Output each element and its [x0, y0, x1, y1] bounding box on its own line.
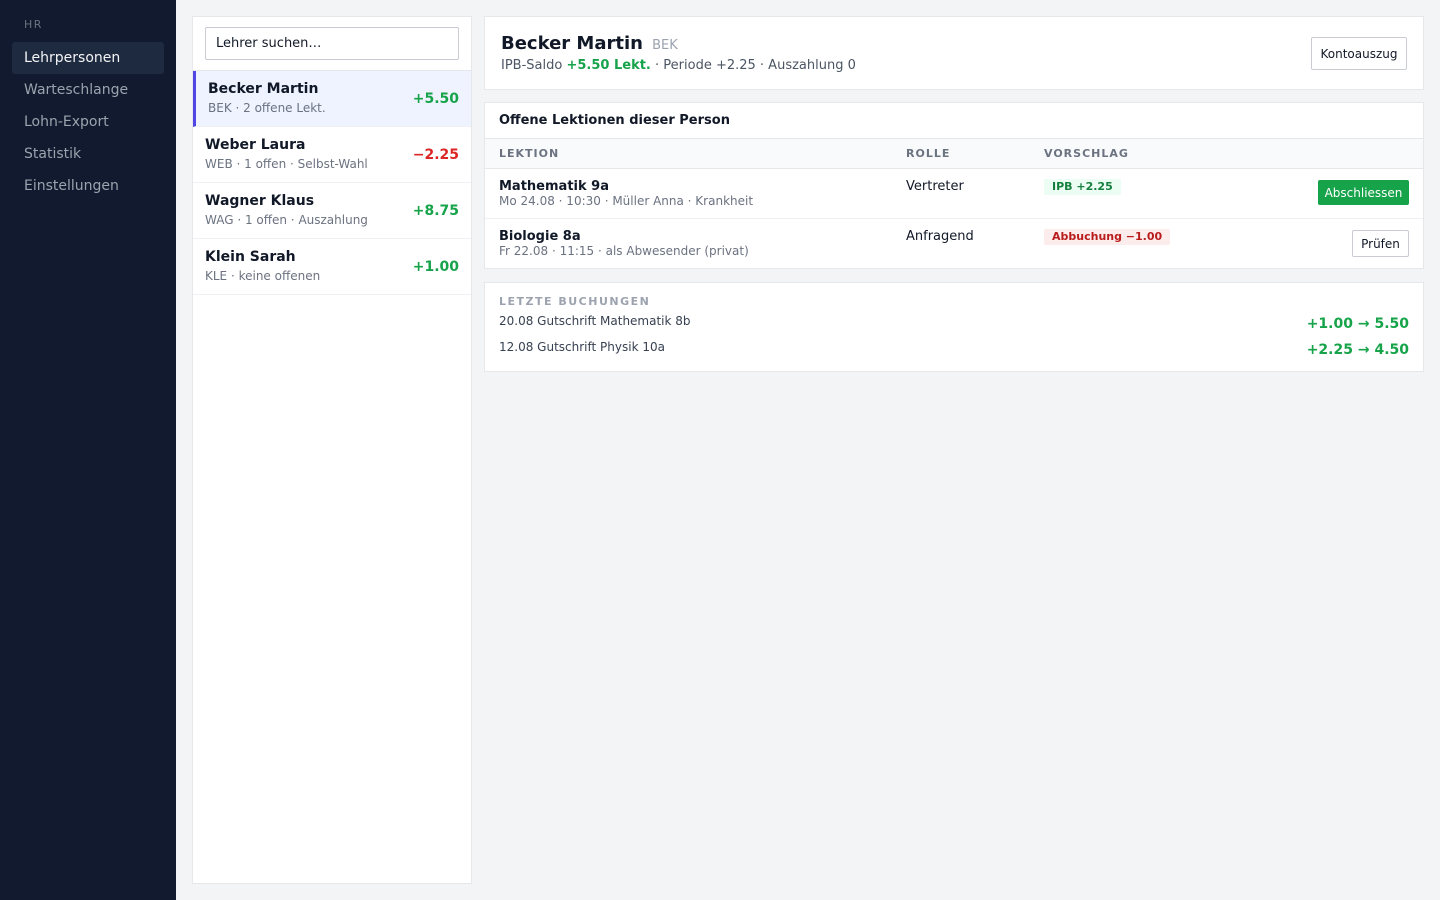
- teacher-list-item-weber[interactable]: Weber Laura WEB · 1 offen · Selbst-Wahl …: [193, 127, 471, 183]
- teacher-meta: WAG · 1 offen · Auszahlung: [205, 213, 368, 227]
- saldo-label: IPB-Saldo: [501, 58, 563, 73]
- booking-description: 20.08 Gutschrift Mathematik 8b: [499, 314, 691, 328]
- open-lessons-title: Offene Lektionen dieser Person: [485, 103, 1423, 139]
- teacher-balance: +1.00: [412, 259, 459, 275]
- saldo-summary: IPB-Saldo +5.50 Lekt. · Periode +2.25 · …: [501, 58, 1407, 73]
- lesson-role: Anfragend: [906, 229, 974, 244]
- abschliessen-button[interactable]: Abschliessen: [1318, 180, 1409, 205]
- sidebar-item-statistik[interactable]: Statistik: [24, 146, 82, 162]
- search-input[interactable]: [205, 27, 459, 60]
- teacher-balance: +8.75: [412, 203, 459, 219]
- table-header: LEKTION ROLLE VORSCHLAG: [485, 139, 1423, 169]
- table-row: Mathematik 9a Mo 24.08 · 10:30 · Müller …: [485, 169, 1423, 219]
- booking-row: 12.08 Gutschrift Physik 10a +2.25 → 4.50: [499, 338, 1409, 360]
- booking-amount: +2.25 → 4.50: [1306, 342, 1409, 358]
- column-header-rolle: ROLLE: [906, 147, 951, 160]
- proposal-badge: Abbuchung −1.00: [1044, 229, 1171, 245]
- column-header-vorschlag: VORSCHLAG: [1044, 147, 1129, 160]
- lesson-role: Vertreter: [906, 179, 964, 194]
- kontoauszug-button[interactable]: Kontoauszug: [1311, 37, 1407, 70]
- sidebar-item-warteschlange[interactable]: Warteschlange: [24, 82, 129, 98]
- open-lessons-card: Offene Lektionen dieser Person LEKTION R…: [484, 102, 1424, 269]
- lesson-title: Mathematik 9a: [499, 179, 609, 194]
- pruefen-button[interactable]: Prüfen: [1352, 230, 1409, 257]
- lesson-meta: Fr 22.08 · 11:15 · als Abwesender (priva…: [499, 244, 749, 258]
- teacher-meta: WEB · 1 offen · Selbst-Wahl: [205, 157, 368, 171]
- booking-amount: +1.00 → 5.50: [1306, 316, 1409, 332]
- sidebar-section-label: HR: [24, 18, 43, 31]
- teacher-list-panel: Becker Martin BEK · 2 offene Lekt. +5.50…: [192, 16, 472, 884]
- saldo-value: +5.50 Lekt.: [566, 58, 651, 73]
- lesson-meta: Mo 24.08 · 10:30 · Müller Anna · Krankhe…: [499, 194, 754, 208]
- sidebar-item-lehrpersonen[interactable]: Lehrpersonen: [12, 42, 164, 74]
- teacher-meta: KLE · keine offenen: [205, 269, 321, 283]
- teacher-name: Klein Sarah: [205, 249, 296, 265]
- person-code: BEK: [652, 38, 678, 53]
- sidebar-item-lohn-export[interactable]: Lohn-Export: [24, 114, 109, 130]
- teacher-list-item-klein[interactable]: Klein Sarah KLE · keine offenen +1.00: [193, 239, 471, 295]
- teacher-name: Weber Laura: [205, 137, 306, 153]
- teacher-name: Wagner Klaus: [205, 193, 315, 209]
- sidebar: HR Lehrpersonen Warteschlange Lohn-Expor…: [0, 0, 176, 900]
- teacher-name: Becker Martin: [208, 81, 319, 97]
- teacher-balance: +5.50: [412, 91, 459, 107]
- person-header-card: Becker Martin BEK IPB-Saldo +5.50 Lekt. …: [484, 16, 1424, 90]
- teacher-list-item-wagner[interactable]: Wagner Klaus WAG · 1 offen · Auszahlung …: [193, 183, 471, 239]
- teacher-balance: −2.25: [412, 147, 459, 163]
- recent-bookings-title: LETZTE BUCHUNGEN: [499, 295, 651, 308]
- lesson-title: Biologie 8a: [499, 229, 581, 244]
- teacher-meta: BEK · 2 offene Lekt.: [208, 101, 326, 115]
- sidebar-item-einstellungen[interactable]: Einstellungen: [24, 178, 119, 194]
- proposal-badge: IPB +2.25: [1044, 179, 1121, 195]
- teacher-list-item-becker[interactable]: Becker Martin BEK · 2 offene Lekt. +5.50: [193, 71, 471, 127]
- recent-bookings-card: LETZTE BUCHUNGEN 20.08 Gutschrift Mathem…: [484, 282, 1424, 372]
- booking-description: 12.08 Gutschrift Physik 10a: [499, 340, 665, 354]
- person-name: Becker Martin: [501, 33, 643, 54]
- saldo-details: · Periode +2.25 · Auszahlung 0: [655, 58, 856, 73]
- table-row: Biologie 8a Fr 22.08 · 11:15 · als Abwes…: [485, 219, 1423, 269]
- search-bar: [193, 17, 471, 71]
- column-header-lektion: LEKTION: [499, 147, 560, 160]
- booking-row: 20.08 Gutschrift Mathematik 8b +1.00 → 5…: [499, 312, 1409, 334]
